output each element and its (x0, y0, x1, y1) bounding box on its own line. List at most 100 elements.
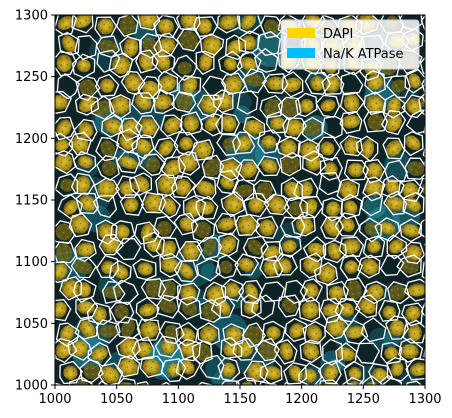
nucleus (180, 30, 198, 50)
cell-boundary (322, 239, 347, 264)
nucleus (55, 95, 68, 110)
nucleus (306, 324, 323, 342)
cell-boundary (319, 297, 344, 324)
cell-boundary (197, 381, 214, 385)
cell-boundary (95, 73, 120, 97)
cell-boundary (55, 51, 77, 77)
cell-boundary (116, 128, 139, 154)
nucleus (59, 325, 75, 343)
nucleus (361, 138, 375, 159)
cell-boundary (299, 196, 324, 219)
cell-boundary (335, 342, 358, 368)
y-axis-ticks: 1000 1050 1100 1150 1200 1250 1300 (15, 9, 55, 394)
cell-boundary (404, 157, 425, 180)
cell-boundary (74, 93, 100, 116)
cell-boundary (198, 299, 222, 323)
cell-boundary (374, 217, 401, 242)
nucleus (55, 223, 73, 241)
nucleus (340, 217, 355, 232)
nucleus (101, 160, 117, 176)
cell-boundary (72, 278, 97, 303)
cell-boundary (398, 337, 424, 363)
cell-boundary (360, 317, 387, 343)
nucleus (180, 327, 196, 342)
cell-boundary (338, 236, 365, 257)
cell-boundary (68, 377, 93, 385)
cell-boundary (215, 254, 239, 279)
cell-boundary (95, 136, 120, 162)
cell-boundary (196, 94, 223, 118)
cell-boundary (70, 256, 97, 279)
cell-boundary (157, 70, 179, 95)
cell-boundary (243, 360, 269, 383)
nucleus (182, 242, 199, 261)
cell-boundary (95, 319, 121, 344)
nucleus (139, 117, 157, 136)
cell-boundary (280, 216, 306, 238)
nucleus (118, 358, 138, 377)
cell-boundary (55, 260, 73, 284)
cell-boundary (191, 340, 213, 365)
cell-boundary (154, 335, 180, 358)
cell-boundary (71, 15, 94, 34)
cell-boundary (115, 238, 142, 261)
cell-boundary (219, 157, 243, 181)
cell-boundary (234, 213, 261, 236)
nucleus (407, 161, 425, 177)
nucleus (364, 180, 384, 197)
cell-boundary (355, 135, 379, 162)
cell-boundary (55, 116, 76, 141)
nucleus (110, 96, 130, 115)
y-tick-label: 1150 (15, 194, 48, 209)
nucleus (183, 114, 199, 132)
nucleus (70, 215, 89, 234)
cell-boundary (136, 318, 161, 342)
cell-boundary (340, 193, 363, 220)
nucleus (74, 260, 93, 274)
nucleus (310, 75, 325, 91)
membrane-signal (363, 195, 386, 219)
nucleus (382, 305, 397, 320)
cell-boundary (119, 35, 142, 61)
nucleus (408, 324, 422, 342)
cell-boundary (358, 217, 383, 243)
nucleus (384, 346, 398, 360)
cell-boundary (242, 235, 269, 260)
cell-boundary (109, 301, 135, 324)
cell-boundary (403, 131, 424, 157)
x-tick-label: 1200 (285, 392, 318, 407)
cell-boundary (57, 31, 80, 56)
nucleus (100, 140, 116, 158)
cell-boundary (423, 160, 425, 166)
nucleus (219, 260, 233, 274)
nucleus (194, 383, 215, 403)
y-tick-label: 1200 (15, 132, 48, 147)
cell-boundary (136, 381, 150, 385)
cell-boundary (304, 72, 331, 95)
nucleus (347, 162, 364, 178)
nucleus (77, 301, 95, 315)
nucleus (161, 281, 177, 299)
nucleus (385, 196, 405, 212)
nucleus (223, 75, 243, 94)
nucleus (97, 179, 117, 199)
cell-boundary (112, 279, 139, 306)
cell-boundary (262, 73, 289, 94)
cell-boundary (175, 355, 201, 380)
cell-boundary (341, 377, 364, 385)
cell-boundary (196, 237, 223, 260)
cell-boundary (265, 111, 290, 134)
nucleus (63, 199, 78, 215)
nucleus (317, 264, 336, 283)
nucleus (193, 140, 212, 159)
cell-boundary (199, 354, 225, 380)
nucleus (258, 340, 278, 360)
legend: DAPI Na/K ATPase (280, 19, 420, 70)
cell-boundary (139, 32, 163, 59)
cell-boundary (75, 192, 99, 215)
cell-boundary (173, 260, 199, 283)
membrane-signal (231, 92, 252, 113)
nucleus (114, 304, 129, 320)
cell-boundary (386, 357, 410, 382)
cell-boundary (55, 241, 77, 264)
